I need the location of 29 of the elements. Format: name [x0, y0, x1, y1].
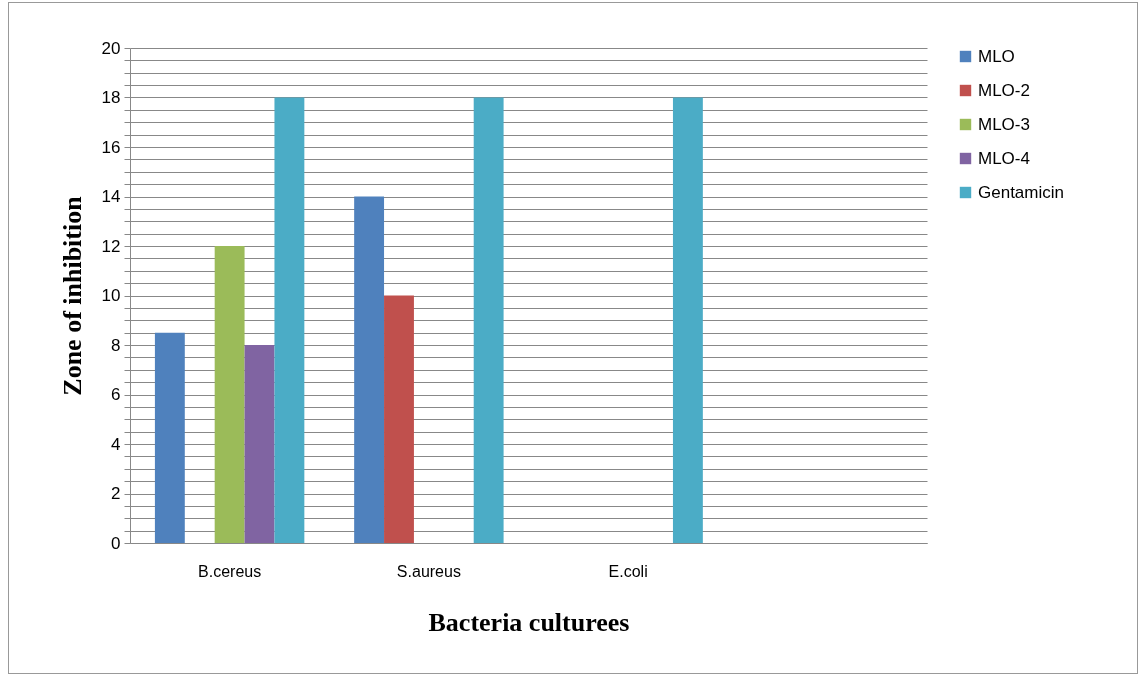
legend-label: MLO — [978, 46, 1015, 66]
bar — [473, 97, 504, 543]
x-tick-label: E.coli — [608, 562, 648, 580]
y-tick-label: 6 — [111, 385, 121, 404]
bar — [274, 97, 305, 543]
y-tick-label: 12 — [101, 236, 121, 256]
legend-label: MLO-4 — [978, 148, 1030, 168]
y-tick-label: 20 — [101, 38, 121, 58]
y-tick-label: 2 — [111, 484, 121, 503]
x-tick-label: S.aureus — [396, 562, 461, 580]
x-tick-label: B.cereus — [198, 562, 262, 580]
bar — [154, 332, 185, 543]
y-tick-label: 0 — [111, 533, 121, 553]
y-tick-label: 10 — [101, 286, 121, 305]
y-tick-label: 8 — [111, 335, 121, 355]
bar — [384, 295, 414, 543]
bar — [354, 196, 385, 543]
y-tick-label: 4 — [111, 434, 121, 454]
y-tick-label: 14 — [101, 187, 121, 206]
x-axis-title: Bacteria culturees — [428, 607, 630, 637]
y-tick-label: 16 — [101, 137, 121, 157]
y-axis-title: Zone of inhibition — [57, 195, 87, 396]
legend-label: Gentamicin — [978, 182, 1064, 202]
legend-label: MLO-2 — [978, 80, 1030, 100]
y-tick-label: 18 — [101, 88, 121, 107]
bar — [672, 97, 703, 543]
bar — [244, 345, 275, 543]
bar — [214, 246, 245, 543]
legend-label: MLO-3 — [978, 114, 1030, 134]
